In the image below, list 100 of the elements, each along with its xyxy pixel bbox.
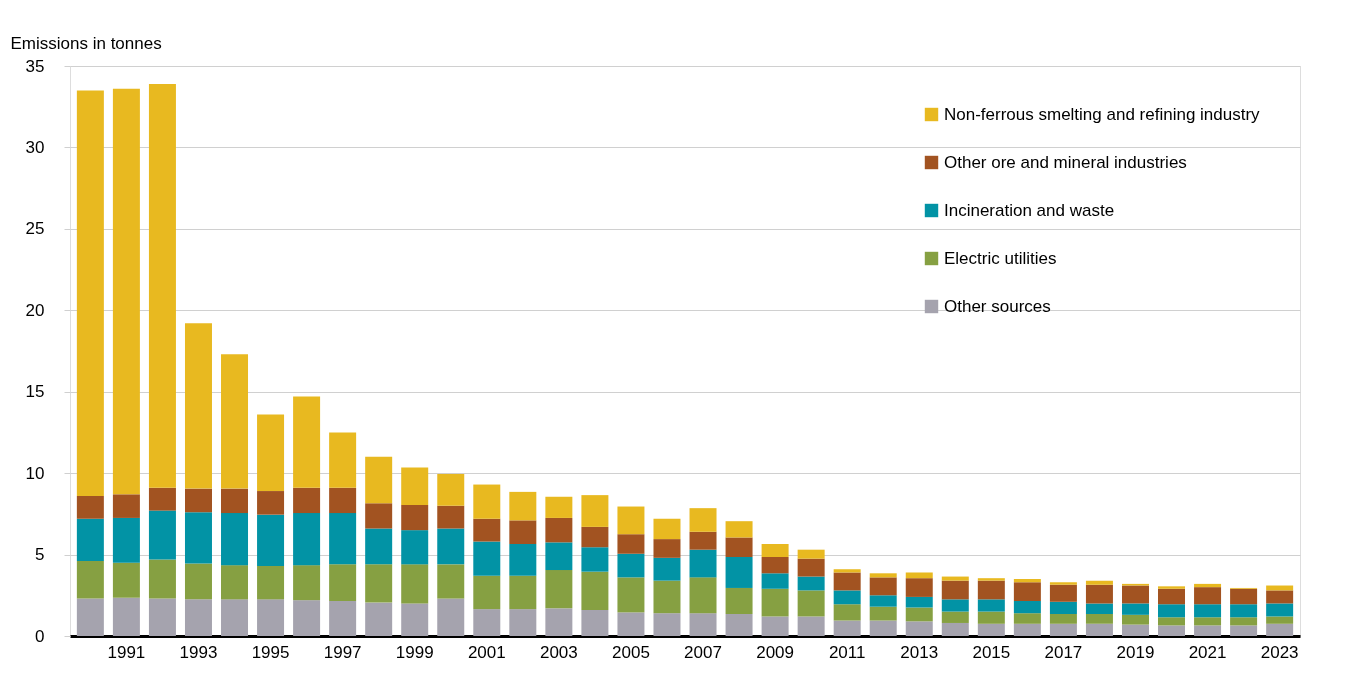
- bar: [184, 563, 212, 600]
- bar: [977, 578, 1005, 581]
- bar: [725, 557, 753, 588]
- bar: [112, 597, 140, 636]
- bar: [148, 83, 176, 488]
- bar: [617, 612, 645, 636]
- bar: [365, 503, 393, 529]
- bar: [76, 495, 104, 519]
- bar: [148, 598, 176, 636]
- bar: [509, 520, 537, 544]
- bar: [725, 537, 753, 558]
- bar: [1230, 588, 1258, 605]
- bar: [1013, 600, 1041, 614]
- bar: [1085, 580, 1113, 585]
- bar: [293, 513, 321, 566]
- bar: [76, 561, 104, 599]
- bar: [1194, 625, 1222, 636]
- bar: [148, 559, 176, 599]
- x-tick-label: 2013: [900, 642, 939, 662]
- bar: [1085, 603, 1113, 615]
- bar: [437, 564, 465, 599]
- bar: [437, 505, 465, 529]
- bar: [293, 600, 321, 636]
- bar: [941, 599, 969, 612]
- bar: [1266, 603, 1294, 617]
- bar: [653, 580, 681, 614]
- bar: [833, 620, 861, 636]
- bar: [653, 557, 681, 581]
- bar: [581, 547, 609, 572]
- bar: [509, 543, 537, 576]
- bar: [76, 90, 104, 496]
- y-tick-label: 15: [25, 382, 45, 402]
- bar: [869, 595, 897, 607]
- bar: [257, 514, 285, 566]
- bar: [257, 491, 285, 515]
- bar: [905, 578, 933, 597]
- x-tick-label: 2007: [684, 642, 722, 662]
- bar: [1230, 604, 1258, 618]
- bar: [1013, 579, 1041, 583]
- bar: [437, 528, 465, 565]
- bar: [617, 534, 645, 554]
- bar: [941, 580, 969, 600]
- bar: [977, 580, 1005, 600]
- bar: [401, 564, 429, 604]
- bar: [1049, 584, 1077, 602]
- bar: [905, 607, 933, 622]
- bar: [221, 513, 249, 566]
- x-tick-label: 2003: [539, 642, 578, 662]
- bar: [869, 573, 897, 578]
- bar: [1013, 613, 1041, 624]
- bar: [581, 571, 609, 610]
- bar: [617, 553, 645, 578]
- x-tick-label: 2005: [612, 642, 650, 662]
- x-tick-label: 2011: [828, 642, 866, 662]
- bar: [581, 526, 609, 548]
- bar: [545, 570, 573, 609]
- bar: [365, 528, 393, 565]
- bar: [329, 513, 357, 565]
- y-tick-label: 30: [25, 137, 45, 157]
- x-tick-label: 1997: [323, 642, 362, 662]
- bar: [1194, 604, 1222, 618]
- bar: [401, 530, 429, 565]
- bar: [1266, 590, 1294, 604]
- bar: [473, 575, 501, 610]
- bar: [1085, 614, 1113, 624]
- bar: [112, 494, 140, 518]
- bar: [905, 596, 933, 608]
- bar: [725, 587, 753, 615]
- bar: [184, 512, 212, 564]
- bar: [977, 623, 1005, 636]
- bar: [221, 565, 249, 600]
- bar: [365, 602, 393, 636]
- bar: [689, 531, 717, 550]
- bar: [905, 572, 933, 579]
- bar: [1194, 617, 1222, 626]
- bar: [509, 491, 537, 521]
- bar: [1266, 616, 1294, 624]
- bar: [329, 600, 357, 636]
- legend-label: Other sources: [944, 296, 1051, 316]
- bar: [112, 517, 140, 563]
- bar: [1121, 624, 1149, 636]
- bar: [329, 432, 357, 488]
- bar: [365, 456, 393, 504]
- bar: [833, 590, 861, 605]
- legend-label: Non-ferrous smelting and refining industry: [944, 104, 1261, 124]
- bar: [581, 495, 609, 527]
- bar: [401, 504, 429, 531]
- bar: [869, 606, 897, 621]
- bar: [941, 611, 969, 623]
- bar: [761, 588, 789, 617]
- x-tick-label: 2015: [972, 642, 1011, 662]
- bar: [148, 487, 176, 511]
- bar: [689, 613, 717, 636]
- bar: [941, 576, 969, 581]
- bar: [1158, 586, 1186, 589]
- x-tick-label: 2023: [1260, 642, 1299, 662]
- bar: [869, 577, 897, 596]
- bar: [833, 572, 861, 591]
- bar: [221, 599, 249, 636]
- bar: [689, 508, 717, 532]
